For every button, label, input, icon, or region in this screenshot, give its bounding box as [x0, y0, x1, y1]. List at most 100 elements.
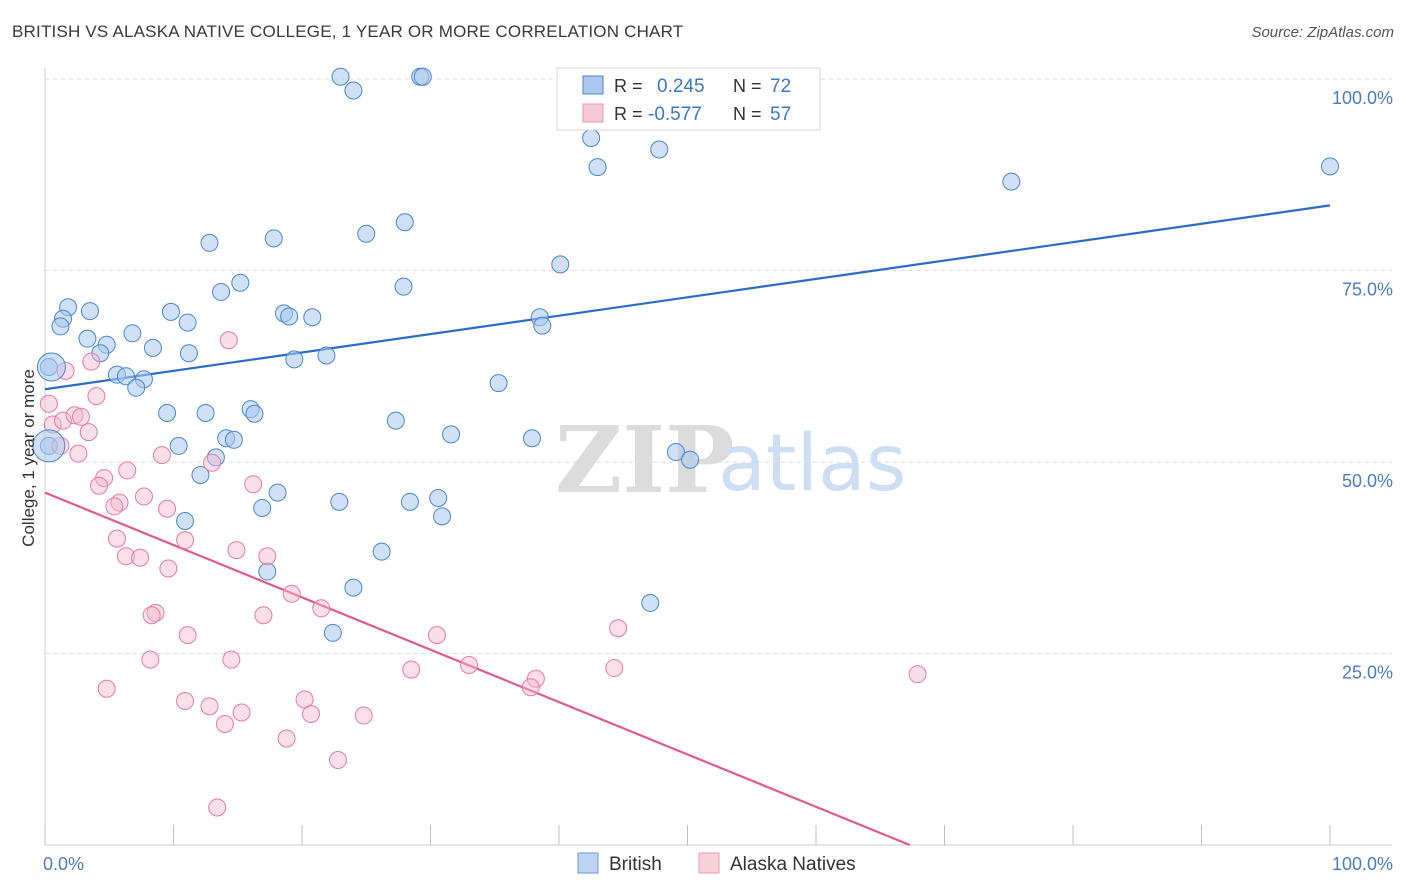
watermark-zip: ZIP [555, 406, 734, 514]
british-swatch [582, 75, 604, 95]
y-tick-label: 25.0% [1342, 663, 1393, 683]
alaska-r-value: -0.577 [648, 104, 702, 125]
x-tick-label-left: 0.0% [43, 854, 84, 874]
british-point [588, 158, 607, 177]
alaska-point [215, 714, 234, 733]
british-point [303, 308, 322, 327]
british-point [395, 213, 414, 232]
alaska-point [282, 584, 301, 603]
source-label: Source: ZipAtlas.com [1251, 24, 1394, 41]
british-point [280, 307, 299, 326]
y-axis-label: College, 1 year or more [19, 369, 38, 547]
british-point [1321, 157, 1339, 176]
alaska-point [521, 678, 540, 697]
data-points [32, 67, 1339, 817]
alaska-point [82, 352, 101, 371]
british-r-value: 0.245 [657, 76, 705, 97]
alaska-point [312, 599, 331, 618]
alaska-point [89, 476, 108, 495]
british-point [231, 273, 250, 292]
british-point-large [36, 352, 66, 382]
alaska-point [254, 606, 273, 625]
british-point [253, 498, 272, 517]
alaska-point [176, 691, 195, 710]
british-point [489, 374, 508, 393]
alaska-point [134, 487, 153, 506]
british-point [357, 224, 376, 243]
alaska-point [131, 548, 150, 567]
british-point [258, 562, 277, 581]
alaska-point [178, 626, 197, 645]
axes: 100.0% 75.0% 50.0% 25.0% 0.0% 100.0% [43, 68, 1393, 874]
british-point [178, 313, 197, 332]
british-point [386, 411, 405, 430]
british-point [285, 350, 304, 369]
watermark-atlas: atlas [718, 419, 907, 509]
alaska-point [65, 406, 84, 425]
british-point [264, 229, 283, 248]
british-point [681, 450, 700, 469]
alaska-point [142, 606, 161, 625]
alaska-point [203, 453, 222, 472]
british-point [169, 436, 188, 455]
british-point [158, 403, 177, 422]
watermark: ZIP atlas [555, 406, 907, 514]
alaska-point [219, 331, 238, 350]
british-point [191, 466, 210, 485]
alaska-point [227, 541, 246, 560]
british-point [429, 489, 448, 508]
british-point [433, 507, 452, 526]
alaska-n-value: 57 [770, 104, 791, 125]
trend-lines [44, 204, 1331, 847]
british-point [245, 404, 264, 423]
british-point-large [32, 429, 66, 463]
legend-alaska-swatch [698, 852, 720, 874]
british-n-label: N = [733, 76, 762, 96]
british-point [331, 67, 350, 86]
alaska-point [402, 660, 421, 679]
alaska-point [200, 697, 219, 716]
alaska-point [176, 531, 195, 550]
alaska-point [232, 703, 251, 722]
alaska-point [605, 659, 624, 678]
alaska-point [152, 446, 171, 465]
british-point [78, 329, 97, 348]
british-point [176, 511, 195, 530]
british-point [442, 425, 461, 444]
alaska-point [208, 798, 227, 817]
alaska-point [71, 407, 90, 426]
alaska-point [97, 679, 116, 698]
y-tick-label: 50.0% [1342, 471, 1393, 491]
british-point [372, 542, 391, 561]
alaska-point [116, 547, 135, 566]
alaska-n-label: N = [733, 104, 762, 124]
british-point [268, 483, 287, 502]
alaska-point [87, 387, 106, 406]
british-point [344, 578, 363, 597]
british-point [161, 302, 180, 321]
alaska-swatch [582, 103, 604, 123]
alaska-trend-line [44, 491, 911, 847]
british-r-label: R = [614, 76, 643, 96]
british-point [127, 378, 146, 397]
alaska-point [79, 423, 98, 442]
alaska-point [159, 559, 178, 578]
british-point [224, 430, 243, 449]
alaska-point [53, 411, 72, 430]
alaska-point [526, 669, 545, 688]
british-point [196, 403, 215, 422]
alaska-point [244, 475, 263, 494]
alaska-point [105, 497, 124, 516]
alaska-point [118, 461, 137, 480]
legend-british-swatch [577, 852, 599, 874]
british-point [394, 277, 413, 296]
british-point [116, 367, 135, 386]
british-point [666, 443, 685, 462]
british-point [200, 233, 219, 252]
british-point [400, 492, 419, 511]
alaska-point [460, 655, 479, 674]
gridlines [45, 78, 1392, 654]
alaska-point [258, 547, 277, 566]
alaska-point [328, 750, 347, 769]
british-point [179, 344, 198, 363]
